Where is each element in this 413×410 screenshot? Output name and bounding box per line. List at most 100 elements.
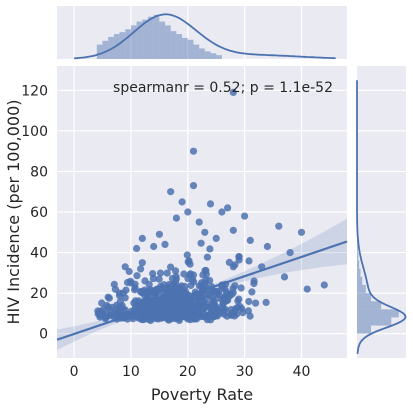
scatter-point: [189, 147, 198, 155]
y-axis-label: HIV Incidence (per 100,000): [4, 99, 23, 324]
scatter-point: [194, 293, 202, 301]
scatter-point: [212, 234, 220, 242]
y-tick-label: 100: [21, 124, 48, 140]
scatter-point: [150, 242, 158, 251]
scatter-point: [187, 281, 195, 290]
scatter-point: [153, 308, 162, 316]
scatter-point: [208, 293, 216, 301]
scatter-point: [184, 258, 192, 266]
scatter-point: [167, 188, 175, 196]
marginal-y-bar: [357, 301, 382, 310]
scatter-point: [202, 295, 210, 303]
x-tick-label: 0: [70, 364, 79, 380]
scatter-point: [172, 214, 180, 222]
marginal-x-bar: [108, 36, 114, 59]
scatter-point: [167, 263, 175, 271]
scatter-point: [195, 218, 203, 226]
scatter-point: [235, 295, 243, 303]
scatter-point: [167, 311, 175, 319]
marginal-x-bar: [170, 31, 177, 59]
scatter-point: [144, 291, 152, 299]
y-tick-label: 40: [30, 246, 48, 262]
y-tick-label: 80: [30, 164, 48, 180]
scatter-point: [181, 287, 189, 295]
scatter-point: [177, 282, 185, 290]
scatter-point: [138, 289, 146, 297]
scatter-point: [131, 284, 139, 292]
scatter-point: [206, 200, 215, 208]
scatter-point: [224, 204, 232, 212]
marginal-y-bar: [357, 252, 359, 261]
marginal-y-bar: [357, 325, 372, 334]
scatter-point: [137, 265, 145, 273]
scatter-point: [183, 251, 191, 259]
scatter-point: [178, 198, 186, 206]
scatter-point: [138, 259, 146, 267]
scatter-point: [245, 257, 253, 265]
marginal-x-bar: [165, 25, 171, 59]
scatter-point: [252, 299, 260, 307]
marginal-y-bar: [357, 268, 361, 277]
scatter-point: [135, 304, 144, 312]
scatter-point: [163, 269, 171, 277]
scatter-point: [231, 261, 239, 269]
scatter-point: [122, 286, 130, 294]
scatter-point: [180, 270, 188, 278]
scatter-point: [112, 311, 120, 319]
scatter-point: [121, 263, 129, 271]
scatter-point: [149, 296, 158, 304]
scatter-point: [156, 269, 165, 277]
scatter-point: [206, 245, 214, 253]
scatter-point: [214, 294, 222, 302]
annotation: spearmanr = 0.52; p = 1.1e-52: [113, 80, 333, 96]
marginal-x-bar: [187, 39, 194, 59]
marginal-x-bar: [204, 51, 211, 59]
scatter-point: [205, 313, 213, 321]
marginal-x-bar: [147, 16, 154, 59]
scatter-point: [245, 297, 253, 306]
scatter-point: [297, 228, 306, 236]
marginal-x-bar: [176, 34, 183, 59]
marginal-x-bar: [142, 19, 148, 59]
y-tick-label: 120: [21, 83, 48, 99]
scatter-point: [203, 253, 211, 261]
scatter-point: [141, 297, 149, 306]
scatter-point: [149, 270, 157, 278]
scatter-point: [250, 279, 258, 288]
scatter-point: [262, 298, 270, 306]
scatter-point: [168, 274, 176, 283]
marginal-x-bar: [210, 53, 217, 59]
scatter-point: [248, 288, 256, 296]
scatter-point: [218, 208, 226, 216]
marginal-x-bar: [119, 32, 126, 59]
marginal-y-bar: [357, 309, 399, 318]
y-tick-label: 20: [30, 286, 48, 302]
scatter-point: [195, 311, 203, 320]
marginal-y-kde-line: [356, 80, 407, 354]
scatter-point: [195, 299, 203, 307]
x-axis-label: Poverty Rate: [151, 385, 253, 404]
marginal-x-panel: [57, 6, 347, 59]
scatter-point: [229, 284, 237, 292]
marginal-y-bar: [357, 293, 372, 302]
y-tick-label: 60: [30, 205, 48, 221]
scatter-point: [220, 307, 228, 315]
scatter-point: [99, 306, 107, 314]
scatter-point: [221, 285, 229, 293]
marginal-x-bar: [153, 14, 160, 59]
marginal-x-bar: [130, 25, 137, 59]
scatter-point: [143, 313, 151, 321]
x-tick-label: 20: [179, 364, 197, 380]
y-tick-label: 0: [39, 327, 48, 343]
scatter-point: [155, 230, 163, 238]
marginal-x-bar: [182, 37, 188, 59]
scatter-point: [184, 208, 192, 216]
scatter-point: [258, 263, 266, 271]
scatter-point: [238, 305, 246, 313]
scatter-point: [237, 284, 245, 292]
scatter-point: [133, 312, 142, 320]
marginal-x-bar: [199, 48, 205, 59]
scatter-point: [154, 287, 162, 295]
scatter-point: [184, 275, 192, 283]
scatter-point: [280, 273, 289, 281]
